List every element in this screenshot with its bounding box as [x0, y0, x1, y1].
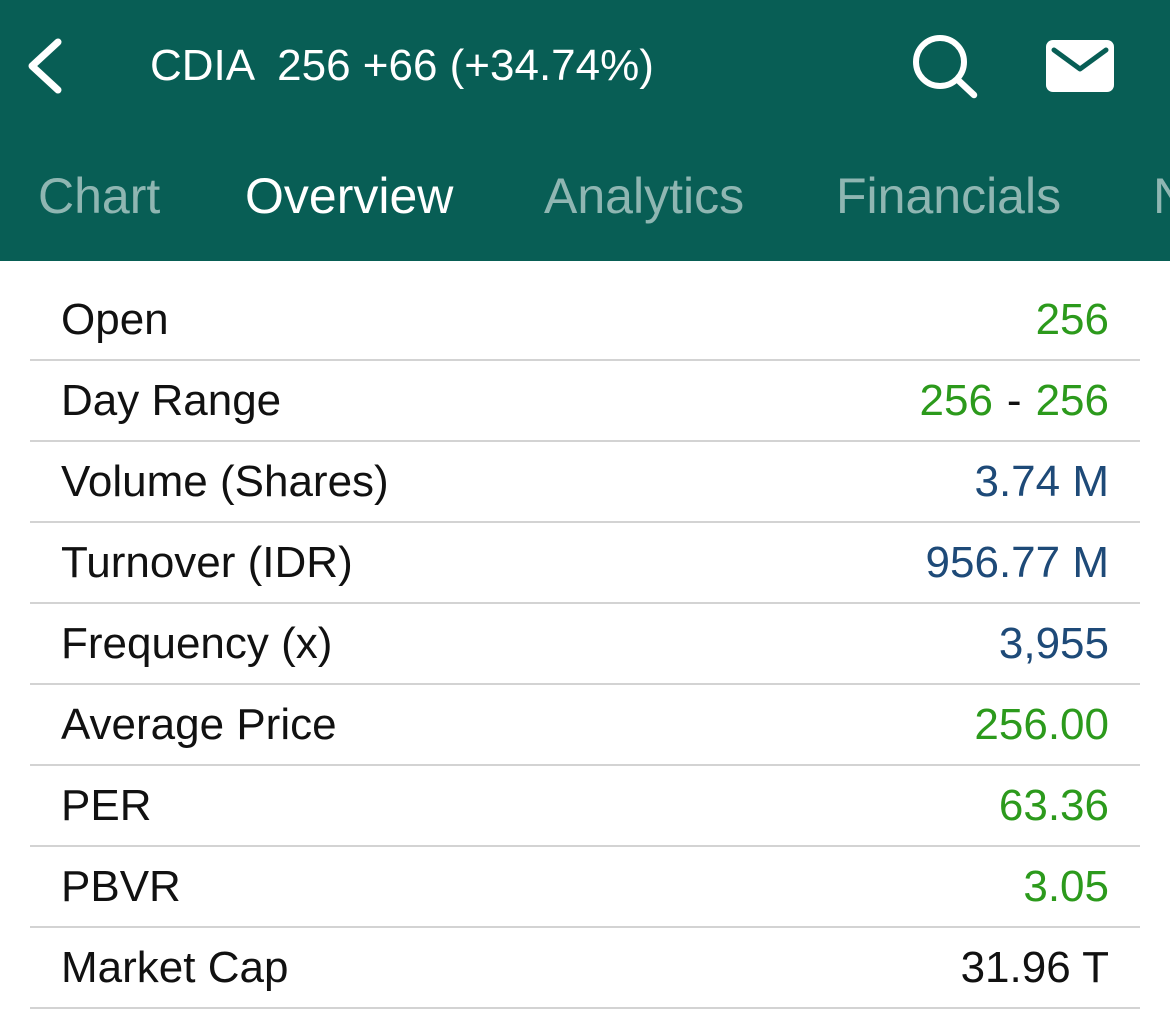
row-open: Open 256 [30, 280, 1140, 361]
per-value: 63.36 [998, 781, 1109, 830]
tab-overview[interactable]: Overview [245, 168, 454, 224]
page-title: CDIA 256 +66 (+34.74%) [150, 38, 654, 94]
day-range-value: 256-256 [920, 361, 1110, 440]
row-label: Turnover (IDR) [61, 538, 353, 587]
ticker-symbol: CDIA [150, 41, 253, 90]
row-per: PER 63.36 [30, 766, 1140, 847]
row-label: Frequency (x) [61, 619, 333, 668]
mail-button[interactable] [1044, 36, 1118, 96]
tab-chart[interactable]: Chart [38, 168, 161, 224]
row-frequency: Frequency (x) 3,955 [30, 604, 1140, 685]
price-change: 256 +66 (+34.74%) [277, 41, 654, 90]
search-icon [913, 35, 978, 99]
row-label: Average Price [61, 700, 337, 749]
tab-financials[interactable]: Financials [836, 168, 1062, 224]
row-average-price: Average Price 256.00 [30, 685, 1140, 766]
row-label: PER [61, 781, 152, 830]
volume-value: 3.74 M [974, 457, 1109, 506]
row-label: Day Range [61, 376, 282, 425]
day-range-separator: - [1006, 376, 1022, 425]
pbvr-value: 3.05 [1023, 862, 1109, 911]
frequency-value: 3,955 [998, 619, 1109, 668]
turnover-value: 956.77 M [925, 538, 1109, 587]
row-label: Market Cap [61, 943, 289, 992]
market-cap-value: 31.96 T [960, 943, 1109, 992]
mail-icon [1046, 40, 1114, 92]
chevron-left-icon [28, 38, 62, 94]
overview-table: Open 256 Day Range 256-256 Volume (Share… [30, 280, 1140, 1009]
row-turnover: Turnover (IDR) 956.77 M [30, 523, 1140, 604]
row-volume: Volume (Shares) 3.74 M [30, 442, 1140, 523]
day-range-high: 256 [1035, 376, 1109, 425]
tab-bar: Chart Overview Analytics Financials N [0, 160, 1170, 240]
search-button[interactable] [908, 32, 982, 102]
top-bar: CDIA 256 +66 (+34.74%) Chart Overview An… [0, 0, 1170, 261]
row-pbvr: PBVR 3.05 [30, 847, 1140, 928]
row-market-cap: Market Cap 31.96 T [30, 928, 1140, 1009]
average-price-value: 256.00 [974, 700, 1109, 749]
tab-analytics[interactable]: Analytics [544, 168, 745, 224]
row-label: PBVR [61, 862, 181, 911]
tab-next[interactable]: N [1153, 160, 1170, 232]
row-label: Volume (Shares) [61, 457, 389, 506]
row-label: Open [61, 295, 169, 344]
back-button[interactable] [22, 34, 72, 98]
open-value: 256 [1035, 295, 1109, 344]
day-range-low: 256 [919, 376, 993, 425]
row-day-range: Day Range 256-256 [30, 361, 1140, 442]
